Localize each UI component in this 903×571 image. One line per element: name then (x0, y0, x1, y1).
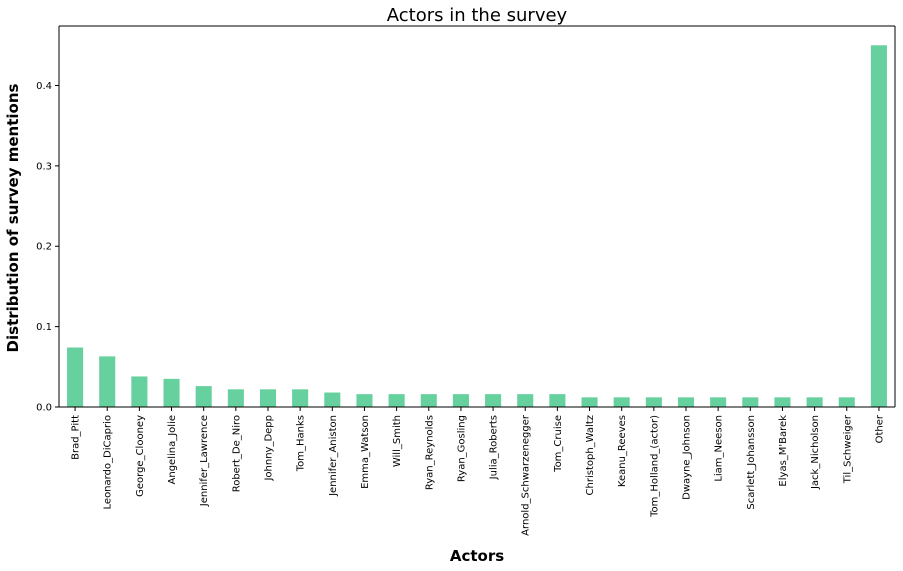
x-tick-label-4: Jennifer_Lawrence (199, 415, 210, 507)
x-tick-label-5: Robert_De_Niro (231, 415, 242, 492)
bar-4 (195, 386, 212, 407)
bar-11 (420, 394, 437, 407)
x-tick-label-20: Liam_Neeson (714, 415, 725, 482)
x-tick-label-0: Brad_Pitt (71, 415, 82, 460)
x-tick-label-6: Johnny_Depp (264, 415, 275, 482)
x-tick-label-17: Keanu_Reeves (617, 415, 628, 487)
bar-9 (356, 394, 373, 407)
x-axis-ticks: Brad_Pitt Leonardo_DiCaprio George_Clooney… (71, 407, 885, 536)
bar-22 (774, 397, 791, 407)
bar-0 (67, 347, 84, 407)
x-tick-label-24: Til_Schweiger (842, 414, 853, 484)
bar-12 (452, 394, 469, 407)
bar-20 (710, 397, 727, 407)
x-tick-label-9: Emma_Watson (360, 415, 371, 489)
x-tick-label-10: Will_Smith (392, 415, 403, 467)
x-tick-label-22: Elyas_M'Barek (778, 415, 789, 487)
x-tick-label-15: Tom_Cruise (553, 415, 564, 473)
bar-8 (324, 392, 341, 407)
bar-1 (99, 356, 116, 407)
x-tick-label-2: George_Clooney (135, 415, 146, 497)
x-tick-label-12: Ryan_Gosling (456, 415, 467, 482)
bar-17 (613, 397, 630, 407)
x-tick-label-8: Jennifer_Aniston (328, 415, 339, 497)
y-axis-ticks: 0.0 0.1 0.2 0.3 0.4 (36, 81, 59, 414)
bar-18 (645, 397, 662, 407)
y-axis-label: Distribution of survey mentions (4, 83, 22, 352)
bar-13 (485, 394, 502, 407)
x-tick-label-13: Julia_Roberts (489, 415, 500, 480)
y-tick-label-2: 0.2 (36, 242, 52, 253)
x-tick-label-23: Jack_Nicholson (810, 415, 821, 490)
bar-21 (742, 397, 759, 407)
bar-23 (806, 397, 823, 407)
y-tick-label-3: 0.3 (36, 161, 52, 172)
x-tick-label-14: Arnold_Schwarzenegger (521, 414, 532, 536)
bar-15 (549, 394, 566, 407)
x-tick-label-7: Tom_Hanks (296, 415, 307, 472)
bar-7 (292, 389, 309, 407)
bar-24 (838, 397, 855, 407)
x-tick-label-11: Ryan_Reynolds (424, 415, 435, 490)
bars-group (67, 45, 887, 407)
x-tick-label-18: Tom_Holland_(actor) (649, 415, 660, 518)
bar-19 (677, 397, 695, 407)
chart-title: Actors in the survey (387, 5, 568, 26)
x-tick-label-21: Scarlett_Johansson (746, 415, 757, 510)
x-tick-label-1: Leonardo_DiCaprio (103, 415, 114, 509)
y-tick-label-1: 0.1 (36, 322, 52, 333)
bar-6 (259, 389, 277, 407)
y-tick-label-4: 0.4 (36, 81, 52, 92)
bar-3 (163, 378, 180, 407)
x-tick-label-25: Other (874, 414, 885, 443)
y-tick-label-0: 0.0 (36, 403, 52, 414)
bar-14 (517, 394, 534, 407)
bar-10 (388, 394, 405, 407)
x-axis-label: Actors (450, 547, 504, 565)
bar-25 (870, 45, 887, 407)
bar-2 (131, 376, 148, 407)
bar-16 (581, 397, 598, 407)
x-tick-label-16: Christoph_Waltz (585, 415, 596, 495)
bar-5 (227, 389, 244, 407)
x-tick-label-19: Dwayne_Johnson (682, 415, 693, 500)
x-tick-label-3: Angelina_Jolie (167, 415, 178, 484)
